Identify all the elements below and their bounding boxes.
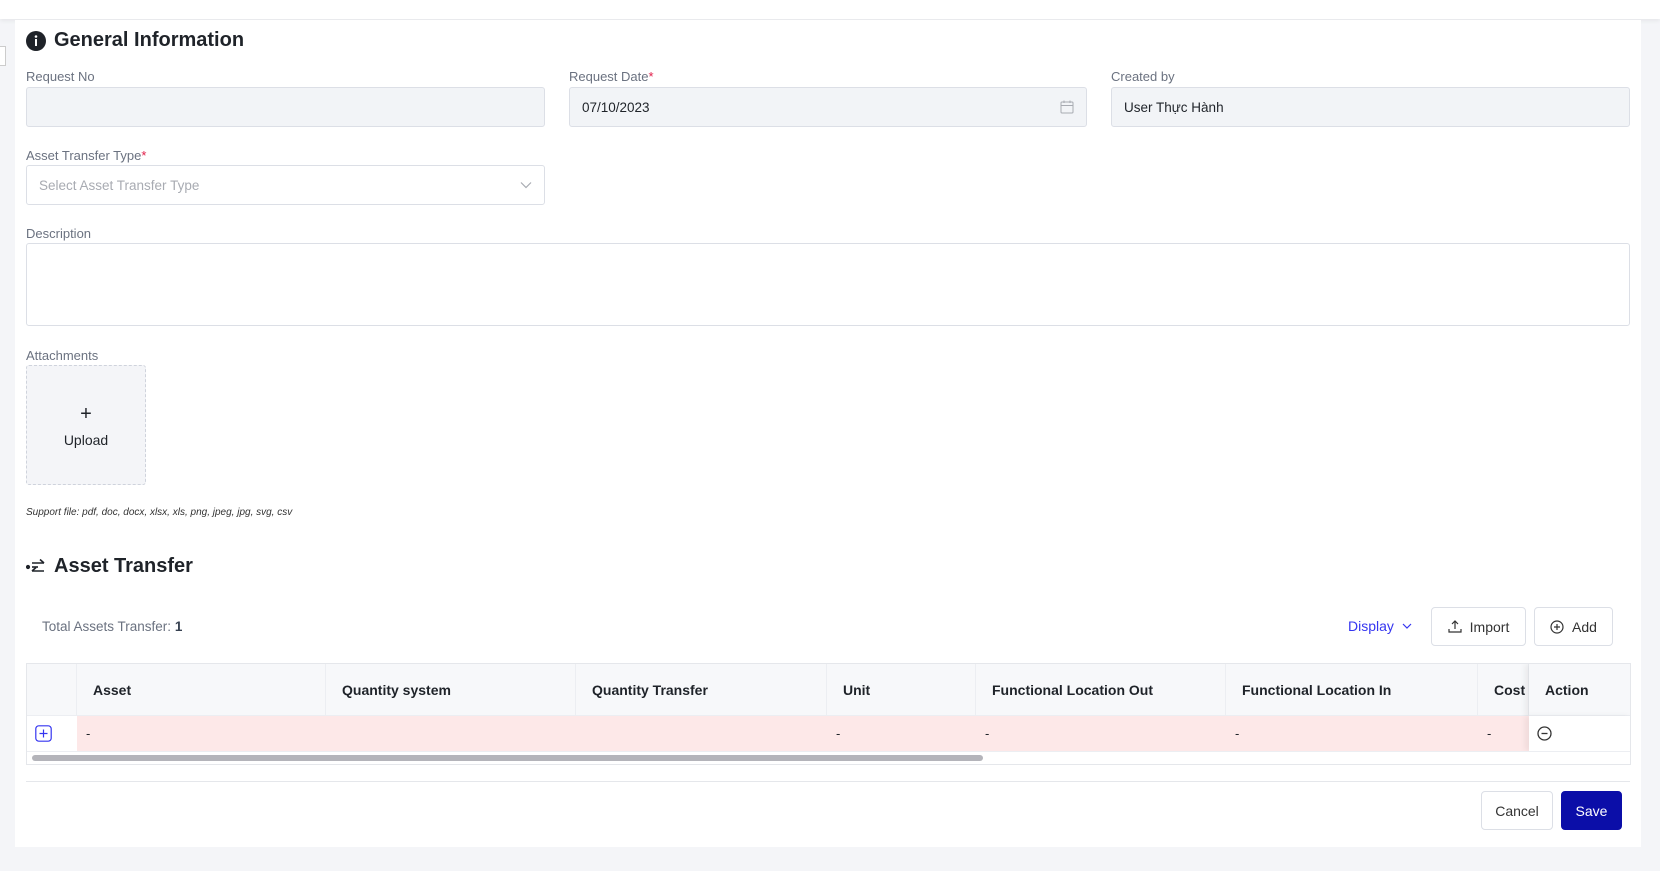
request-date-input[interactable]: 07/10/2023 [569,87,1087,127]
created-by-label: Created by [1111,69,1175,84]
upload-button[interactable]: + Upload [26,365,146,485]
add-button[interactable]: Add [1534,607,1613,646]
info-icon [26,30,46,51]
chevron-down-icon [1402,623,1412,629]
section-title: Asset Transfer [54,555,193,577]
minus-circle-icon [1537,726,1552,741]
horizontal-scrollbar[interactable] [32,755,983,761]
chevron-down-icon [520,182,532,189]
plus-circle-icon [1550,619,1564,634]
import-label: Import [1469,618,1510,635]
column-header-action: Action [1529,664,1630,716]
transfer-icon [26,558,45,572]
created-by-input: User Thực Hành [1111,87,1630,127]
total-assets: Total Assets Transfer: 1 [42,619,183,634]
request-date-label: Request Date* [569,69,654,84]
remove-row-button[interactable] [1529,716,1630,751]
description-label: Description [26,226,92,241]
plus-icon: + [80,402,92,425]
transfer-type-label: Asset Transfer Type* [26,148,147,163]
select-placeholder: Select Asset Transfer Type [39,177,200,193]
add-label: Add [1572,618,1597,635]
cell-fl-in: - [1226,716,1478,751]
column-header-cost: Cost C [1478,664,1529,716]
sidebar-toggle[interactable] [0,46,6,66]
transfer-type-select[interactable]: Select Asset Transfer Type [26,165,545,205]
footer-divider [26,781,1630,782]
upload-label: Upload [63,431,109,448]
top-bar [0,0,1660,19]
cancel-button[interactable]: Cancel [1481,791,1553,830]
cell-quantity-system [326,716,576,751]
attachments-label: Attachments [26,348,99,363]
request-date-value: 07/10/2023 [582,99,650,115]
support-file-text: Support file: pdf, doc, docx, xlsx, xls,… [26,507,293,518]
calendar-icon[interactable] [1060,100,1074,114]
import-button[interactable]: Import [1431,607,1526,646]
column-header-quantity-transfer: Quantity Transfer [576,664,827,716]
expand-row-button[interactable] [27,716,77,751]
plus-square-icon [35,725,52,742]
cell-quantity-transfer [576,716,827,751]
expand-column-header [27,664,77,716]
upload-icon [1448,620,1462,633]
request-no-input[interactable] [26,87,545,127]
column-header-unit: Unit [827,664,976,716]
asset-transfer-heading: Asset Transfer [26,555,193,578]
column-header-fl-out: Functional Location Out [976,664,1226,716]
display-dropdown[interactable]: Display [1348,618,1412,634]
section-title: General Information [54,29,245,51]
cell-asset: - [77,716,326,751]
cell-unit: - [827,716,976,751]
description-textarea[interactable] [26,243,1630,326]
asset-transfer-table: Asset Quantity system Quantity Transfer … [26,663,1631,765]
column-header-quantity-system: Quantity system [326,664,576,716]
cell-fl-out: - [976,716,1226,751]
display-label: Display [1348,618,1394,634]
general-info-heading: General Information [26,29,244,52]
column-header-asset: Asset [77,664,326,716]
request-no-label: Request No [26,69,95,84]
save-button[interactable]: Save [1561,791,1622,830]
cell-cost: - [1478,716,1529,751]
column-header-fl-in: Functional Location In [1226,664,1478,716]
